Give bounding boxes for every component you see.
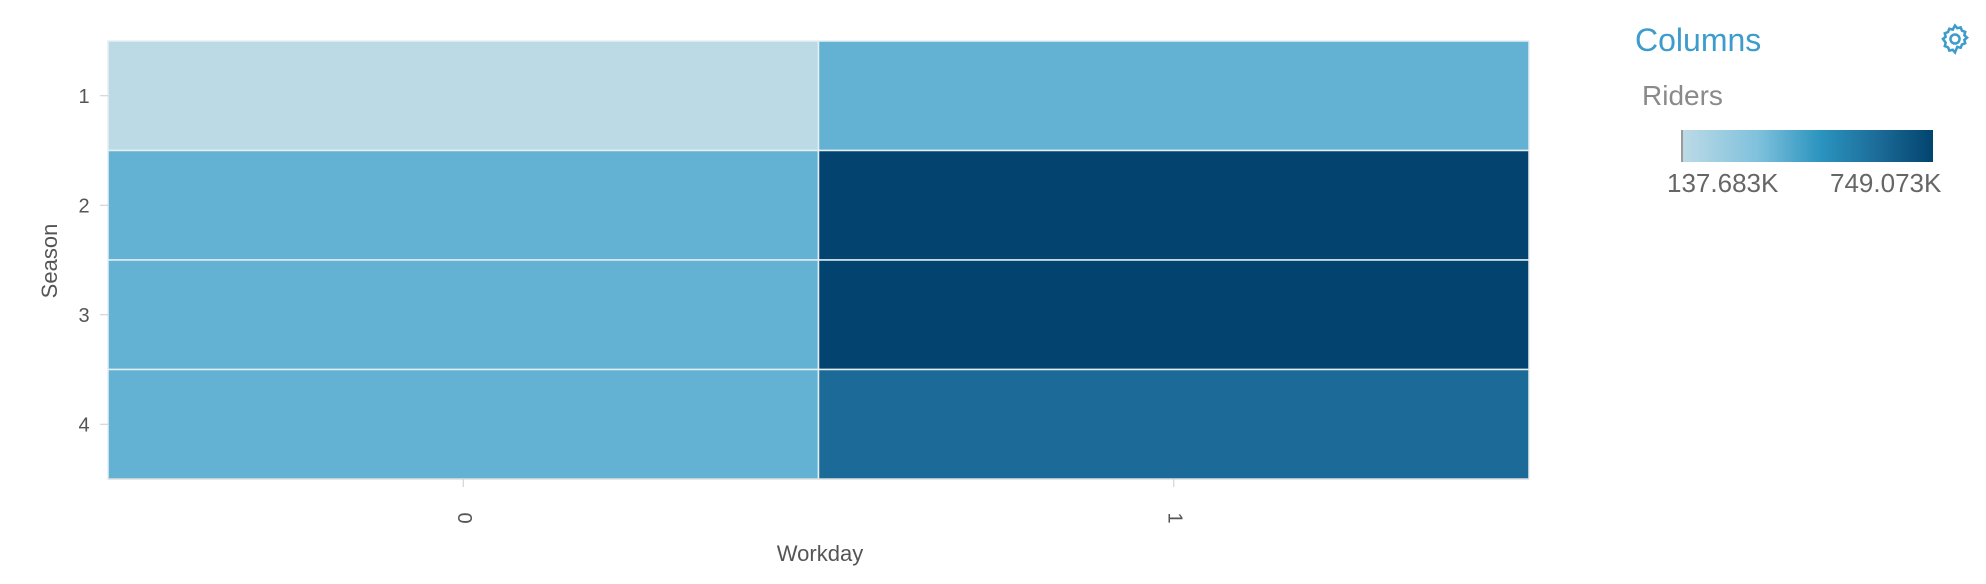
y-axis-ticks: 1 2 3 4 — [78, 86, 108, 436]
legend-color-bar — [1681, 130, 1933, 162]
heatmap-cell — [817, 40, 1530, 152]
columns-panel: Columns Riders 137.683K 749.073K — [1625, 18, 1970, 218]
x-tick-label: 0 — [453, 512, 475, 523]
legend-title: Riders — [1642, 80, 1723, 111]
heatmap-cell — [817, 259, 1530, 371]
heatmap-cell — [107, 40, 820, 152]
x-axis-title: Workday — [777, 541, 863, 566]
y-tick-label: 1 — [78, 86, 89, 108]
x-tick-label: 1 — [1163, 512, 1185, 523]
legend-min-label: 137.683K — [1667, 168, 1779, 198]
gear-icon[interactable] — [1938, 22, 1972, 56]
heatmap-cells — [107, 40, 1530, 480]
panel-title: Columns — [1635, 22, 1762, 58]
y-tick-label: 3 — [78, 305, 89, 327]
y-axis-title: Season — [37, 224, 62, 299]
heatmap-cell — [107, 259, 820, 371]
heatmap-cell — [817, 368, 1530, 480]
y-tick-label: 2 — [78, 195, 89, 217]
heatmap-cell — [107, 368, 820, 480]
heatmap-cell — [107, 149, 820, 261]
y-tick-label: 4 — [78, 414, 89, 436]
heatmap-cell — [817, 149, 1530, 261]
legend-max-label: 749.073K — [1830, 168, 1942, 198]
